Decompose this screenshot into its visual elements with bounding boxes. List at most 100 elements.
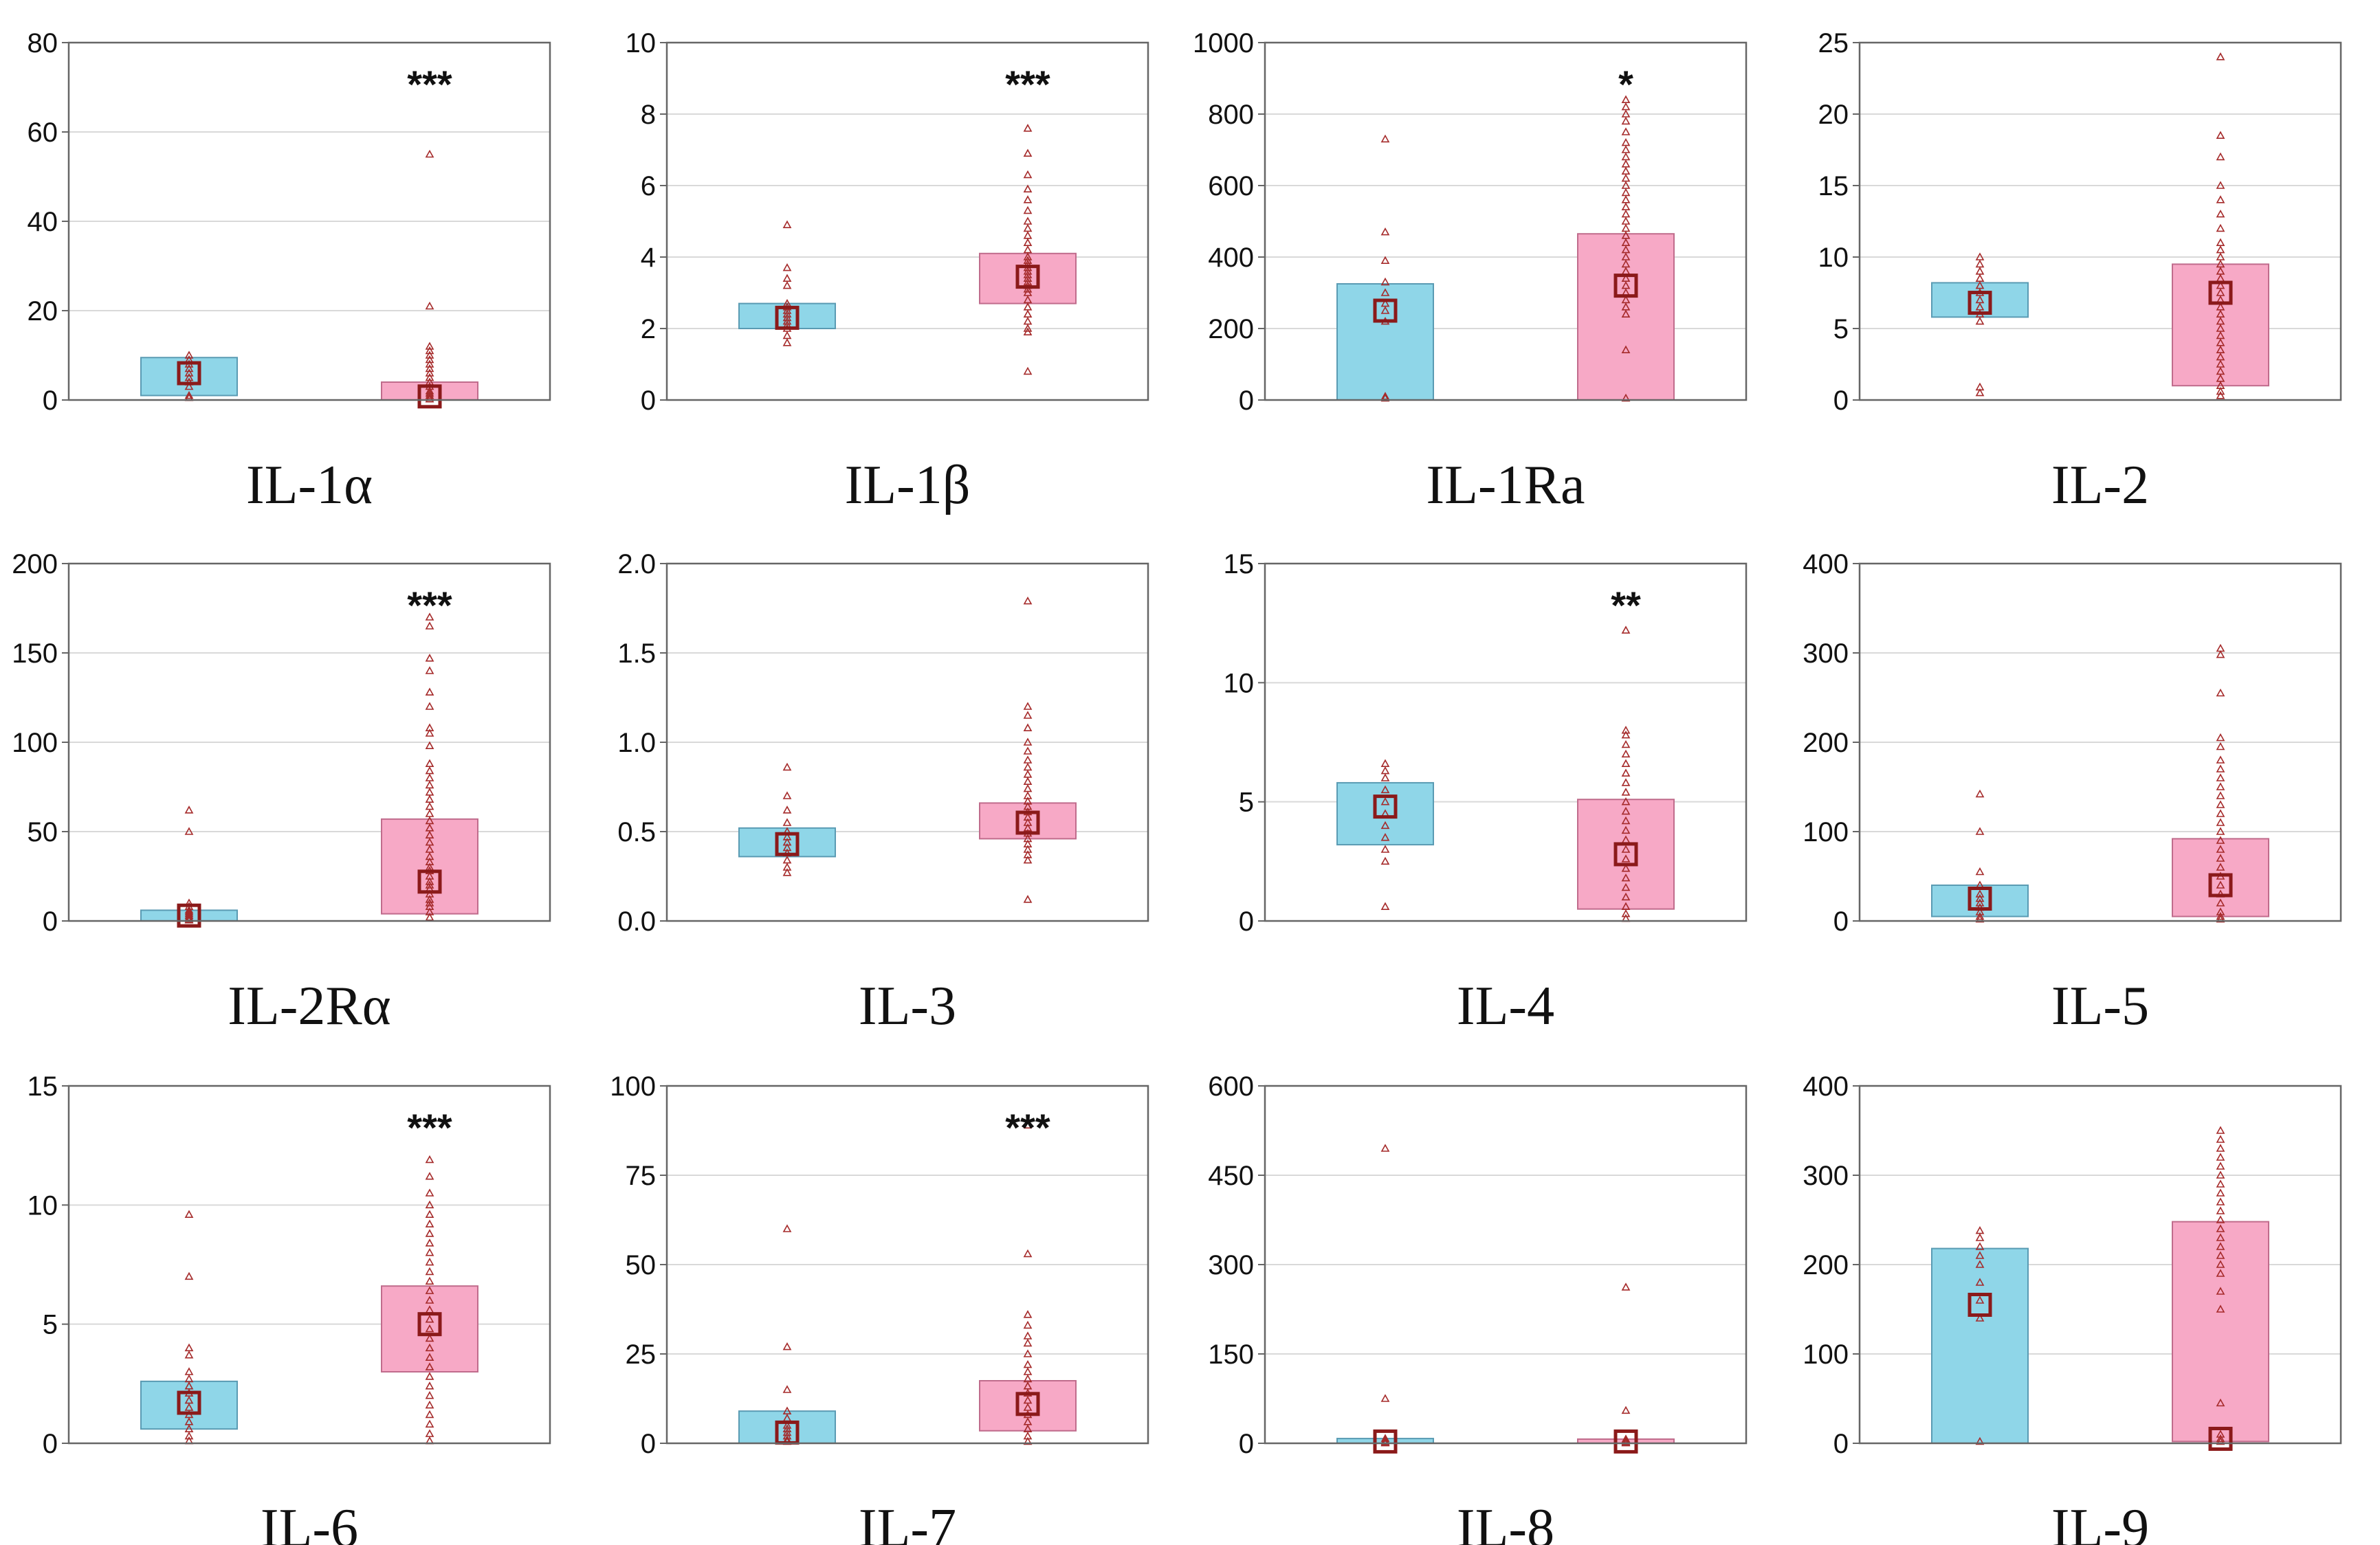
data-point: [184, 1417, 194, 1425]
y-tick-label: 1.0: [617, 728, 656, 758]
data-point: [2216, 782, 2225, 790]
data-point: [2216, 755, 2225, 764]
y-tick-label: 15: [1818, 171, 1849, 201]
y-tick-label: 25: [626, 1340, 657, 1370]
median-marker-group-1: [177, 361, 201, 386]
data-point: [2216, 907, 2225, 915]
y-tick-label: 0: [1239, 386, 1254, 416]
data-point: [1621, 166, 1631, 175]
data-point: [425, 1172, 434, 1180]
data-point: [1023, 855, 1033, 864]
plot-frame: [665, 562, 1149, 922]
y-tick-label: 300: [1803, 638, 1849, 669]
data-point: [425, 1276, 434, 1285]
data-point: [782, 280, 792, 289]
data-point: [1023, 1310, 1033, 1318]
data-point: [1380, 306, 1390, 314]
data-point: [1621, 882, 1631, 891]
data-point: [1621, 749, 1631, 758]
data-point: [782, 1224, 792, 1232]
y-tick-label: 0: [1239, 1429, 1254, 1459]
data-point: [2216, 359, 2225, 368]
data-point: [1975, 280, 1985, 289]
data-point: [2216, 366, 2225, 375]
y-tick-label: 0: [1239, 907, 1254, 937]
data-point: [425, 666, 434, 674]
data-point: [425, 149, 434, 158]
data-point: [1023, 316, 1033, 325]
data-point: [782, 832, 792, 841]
data-point: [425, 1391, 434, 1399]
data-point: [1621, 902, 1631, 910]
data-point: [2216, 391, 2225, 399]
data-point: [1023, 1403, 1033, 1411]
data-point: [2216, 764, 2225, 772]
data-point: [1023, 746, 1033, 755]
data-point: [1380, 766, 1390, 775]
data-point: [2216, 223, 2225, 232]
data-point: [1380, 773, 1390, 781]
median-marker-group-2: [1613, 1429, 1638, 1454]
data-point: [425, 1381, 434, 1390]
data-point: [1621, 231, 1631, 239]
data-point: [1621, 806, 1631, 815]
significance-marker: ***: [1005, 63, 1050, 106]
chart-panel-10: 0 25 50 75 100 *** IL-7: [610, 1071, 1149, 1545]
data-point: [1023, 1395, 1033, 1404]
data-point: [184, 1367, 194, 1375]
data-point: [1023, 1374, 1033, 1383]
data-point: [425, 907, 434, 915]
data-point: [1023, 170, 1033, 179]
data-point: [2216, 52, 2225, 60]
data-point: [2216, 1287, 2225, 1295]
data-point: [1621, 816, 1631, 825]
data-point: [184, 907, 194, 915]
data-point: [1023, 1381, 1033, 1390]
data-point: [2216, 1224, 2225, 1232]
median-marker-group-1: [775, 832, 800, 856]
y-tick-label: 10: [1224, 668, 1255, 698]
data-point: [2216, 827, 2225, 835]
data-point: [425, 1333, 434, 1342]
data-point: [2216, 898, 2225, 907]
significance-marker: ***: [407, 583, 452, 627]
data-point: [1023, 252, 1033, 260]
data-point: [1023, 818, 1033, 826]
y-tick-label: 10: [1818, 243, 1849, 273]
data-point: [425, 702, 434, 710]
y-tick-label: 200: [12, 549, 58, 579]
data-point: [1380, 256, 1390, 264]
data-point: [425, 1353, 434, 1361]
data-point: [425, 1400, 434, 1409]
data-point: [1975, 827, 1985, 835]
data-point: [184, 1271, 194, 1280]
chart-panel-12: 0 100 200 300 400 IL-9: [1803, 1071, 2342, 1545]
data-point: [184, 1351, 194, 1359]
data-point: [2216, 280, 2225, 289]
significance-marker: ***: [407, 1106, 452, 1149]
significance-marker: ***: [1005, 1106, 1050, 1149]
data-point: [425, 1210, 434, 1218]
chart-panel-4: 0 5 10 15 20 25 IL-2: [1818, 28, 2342, 515]
data-point: [782, 843, 792, 852]
data-point: [1380, 759, 1390, 767]
y-tick-label: 200: [1803, 728, 1849, 758]
data-point: [2216, 131, 2225, 139]
data-point: [184, 805, 194, 814]
data-point: [2216, 288, 2225, 296]
y-tick-label: 60: [27, 118, 58, 148]
data-point: [1023, 770, 1033, 778]
data-point: [2216, 374, 2225, 382]
data-point: [1023, 1249, 1033, 1258]
data-point: [184, 373, 194, 381]
data-point: [1023, 1349, 1033, 1357]
data-point: [1975, 893, 1985, 902]
data-point: [425, 845, 434, 853]
data-point: [425, 852, 434, 860]
data-point: [2216, 324, 2225, 332]
median-marker-group-1: [775, 305, 800, 330]
y-tick-label: 150: [12, 638, 58, 669]
data-point: [425, 729, 434, 737]
y-tick-label: 15: [27, 1071, 58, 1102]
data-point: [1621, 740, 1631, 748]
